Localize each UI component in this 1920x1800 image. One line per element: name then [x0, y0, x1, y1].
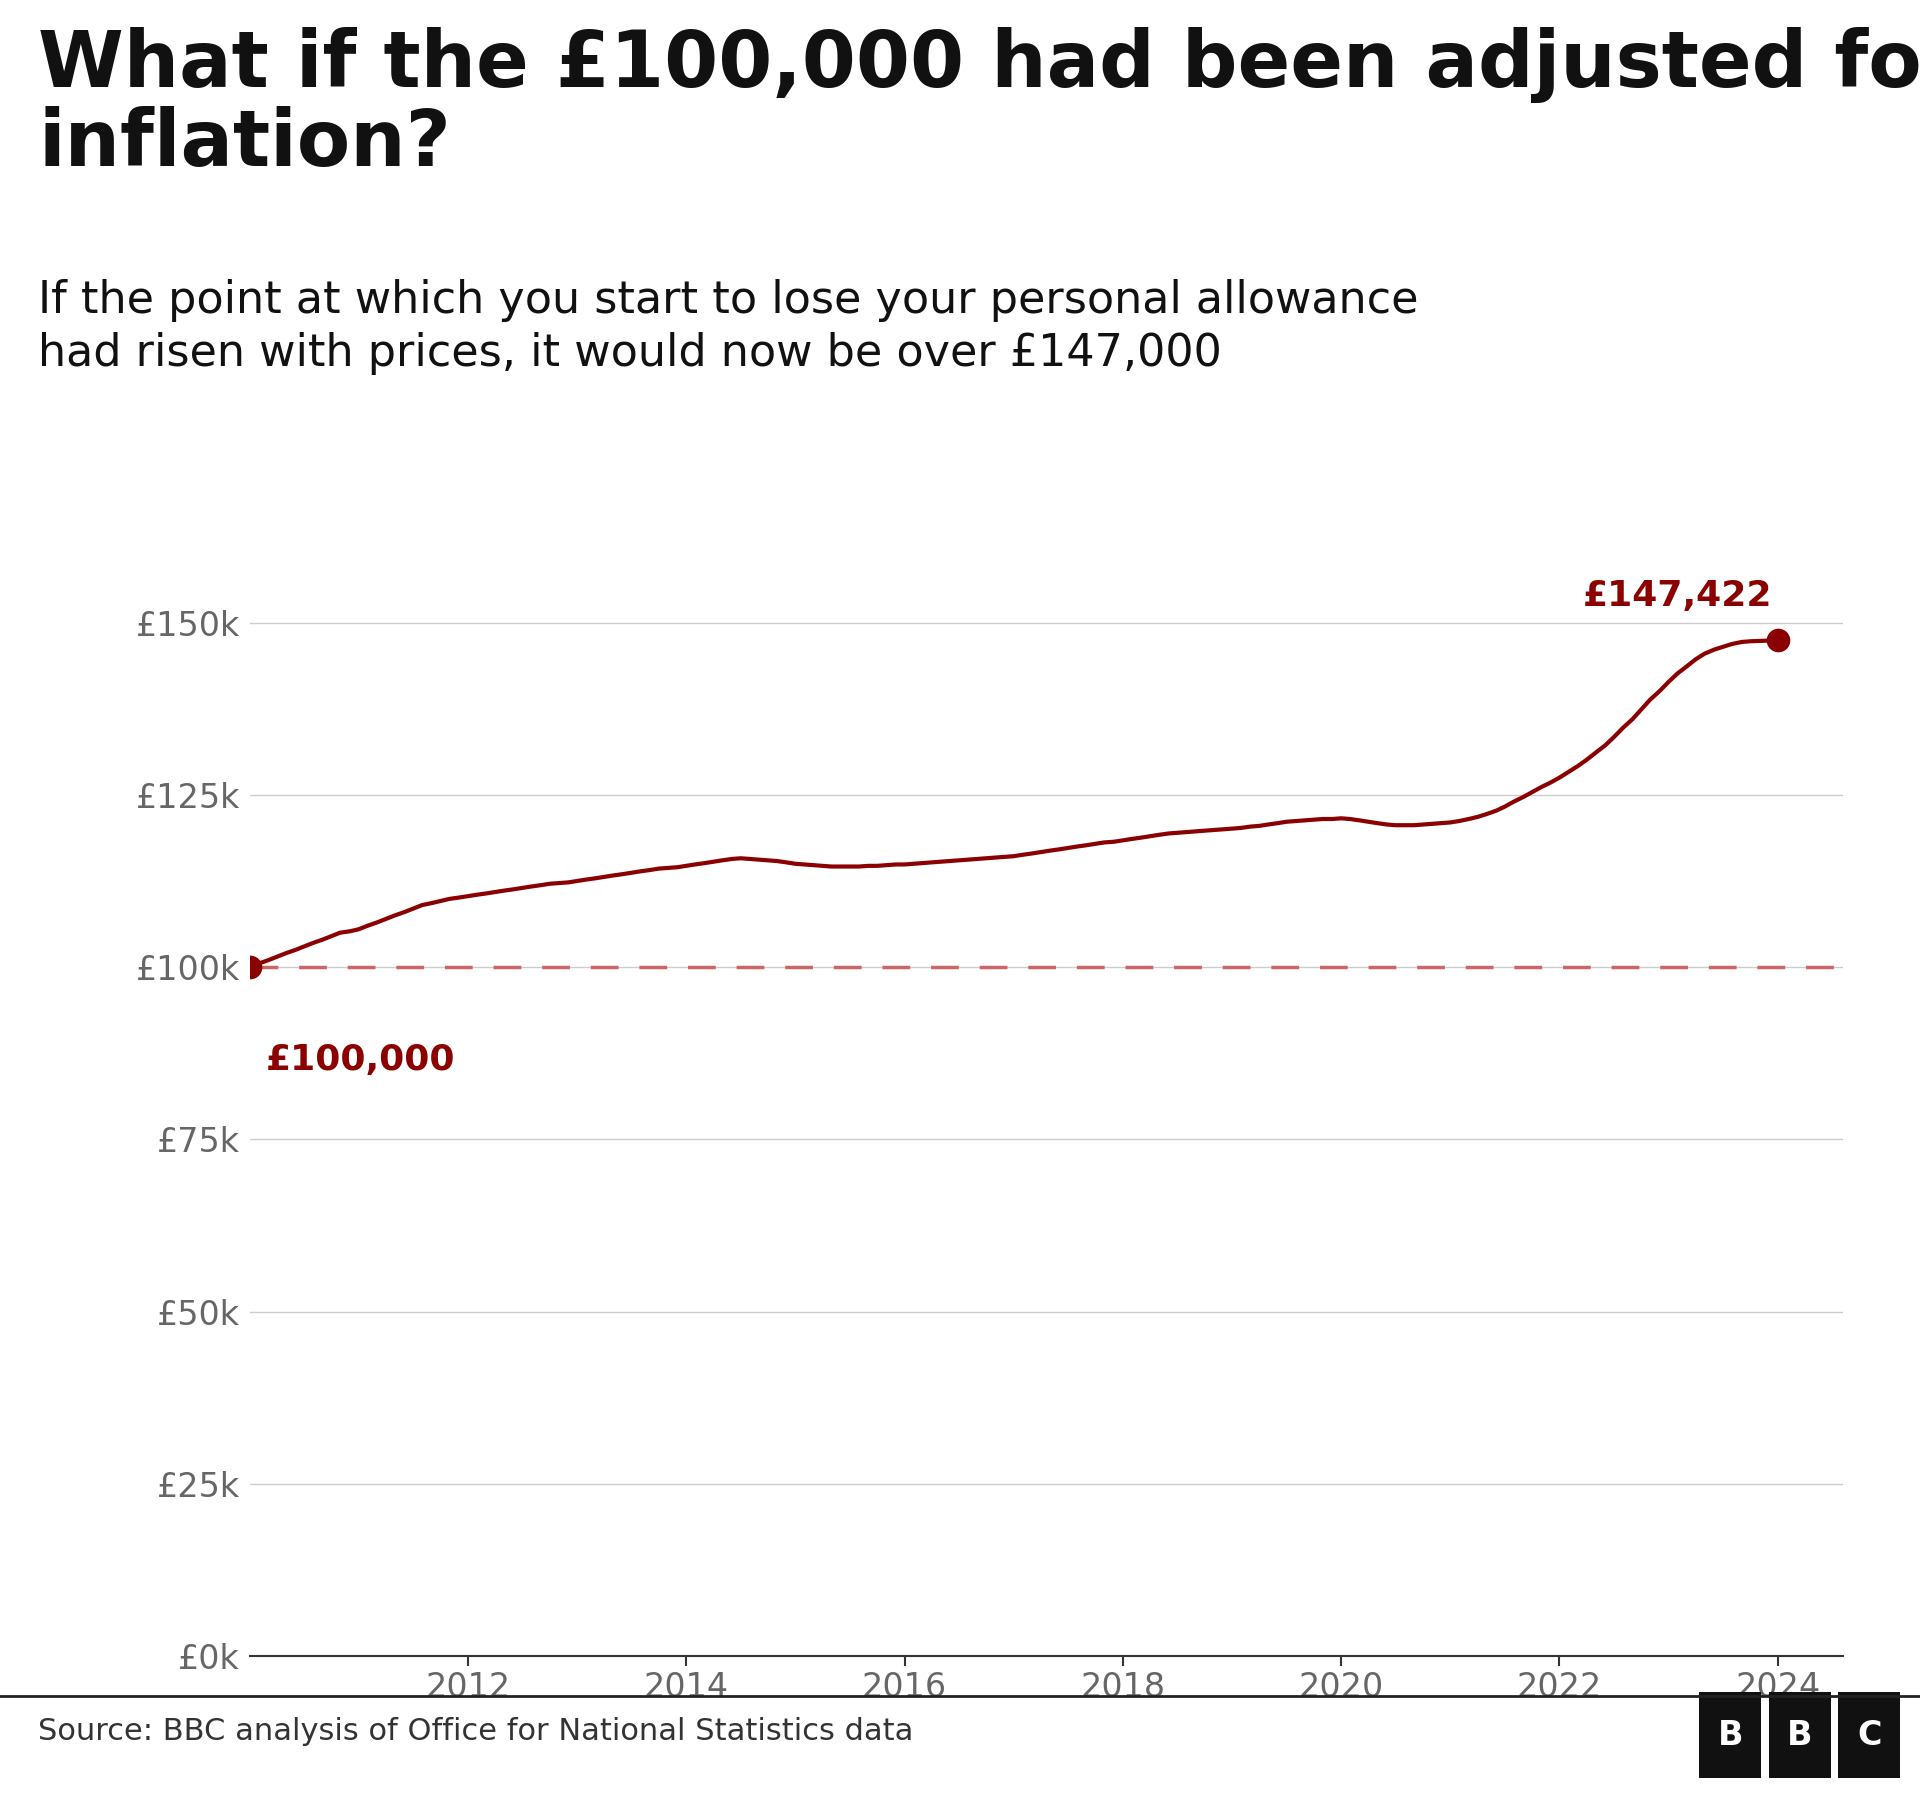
Text: If the point at which you start to lose your personal allowance
had risen with p: If the point at which you start to lose … — [38, 279, 1419, 374]
FancyBboxPatch shape — [1768, 1692, 1832, 1778]
Text: B: B — [1788, 1719, 1812, 1751]
Text: C: C — [1857, 1719, 1882, 1751]
Text: What if the £100,000 had been adjusted for
inflation?: What if the £100,000 had been adjusted f… — [38, 27, 1920, 182]
Text: £100,000: £100,000 — [267, 1042, 455, 1076]
Text: B: B — [1718, 1719, 1743, 1751]
Text: Source: BBC analysis of Office for National Statistics data: Source: BBC analysis of Office for Natio… — [38, 1717, 914, 1746]
FancyBboxPatch shape — [1837, 1692, 1901, 1778]
Text: £147,422: £147,422 — [1582, 580, 1772, 612]
FancyBboxPatch shape — [1699, 1692, 1761, 1778]
